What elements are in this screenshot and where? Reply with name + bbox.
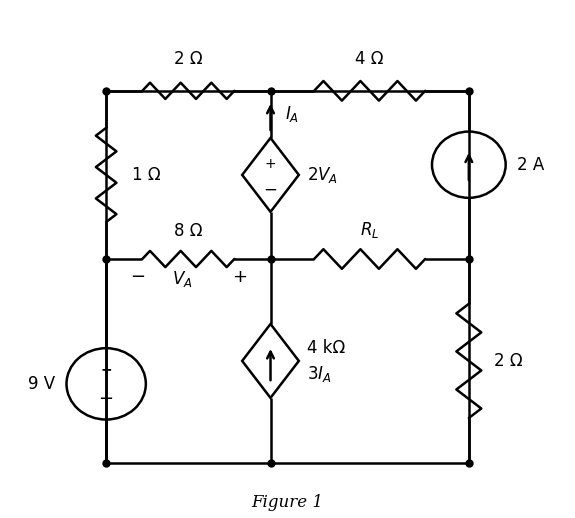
Text: 8 Ω: 8 Ω xyxy=(174,222,202,240)
Text: 2 Ω: 2 Ω xyxy=(494,352,523,370)
Text: $R_L$: $R_L$ xyxy=(360,220,380,240)
Text: 4 kΩ: 4 kΩ xyxy=(307,339,346,357)
Text: +: + xyxy=(232,268,247,286)
Text: 9 V: 9 V xyxy=(28,375,55,393)
Text: 2 A: 2 A xyxy=(517,156,545,174)
Text: $V_A$: $V_A$ xyxy=(172,269,193,290)
Text: +: + xyxy=(264,156,277,171)
Text: $I_A$: $I_A$ xyxy=(285,105,299,124)
Text: −: − xyxy=(130,268,145,286)
Text: 2 Ω: 2 Ω xyxy=(174,50,202,68)
Text: $3I_A$: $3I_A$ xyxy=(307,364,332,384)
Text: $2V_A$: $2V_A$ xyxy=(307,165,339,185)
Text: 1 Ω: 1 Ω xyxy=(132,166,160,184)
Text: 4 Ω: 4 Ω xyxy=(355,50,384,68)
Text: +: + xyxy=(101,363,112,377)
Text: −: − xyxy=(98,390,114,408)
Text: −: − xyxy=(263,180,278,198)
Text: Figure 1: Figure 1 xyxy=(251,494,324,511)
